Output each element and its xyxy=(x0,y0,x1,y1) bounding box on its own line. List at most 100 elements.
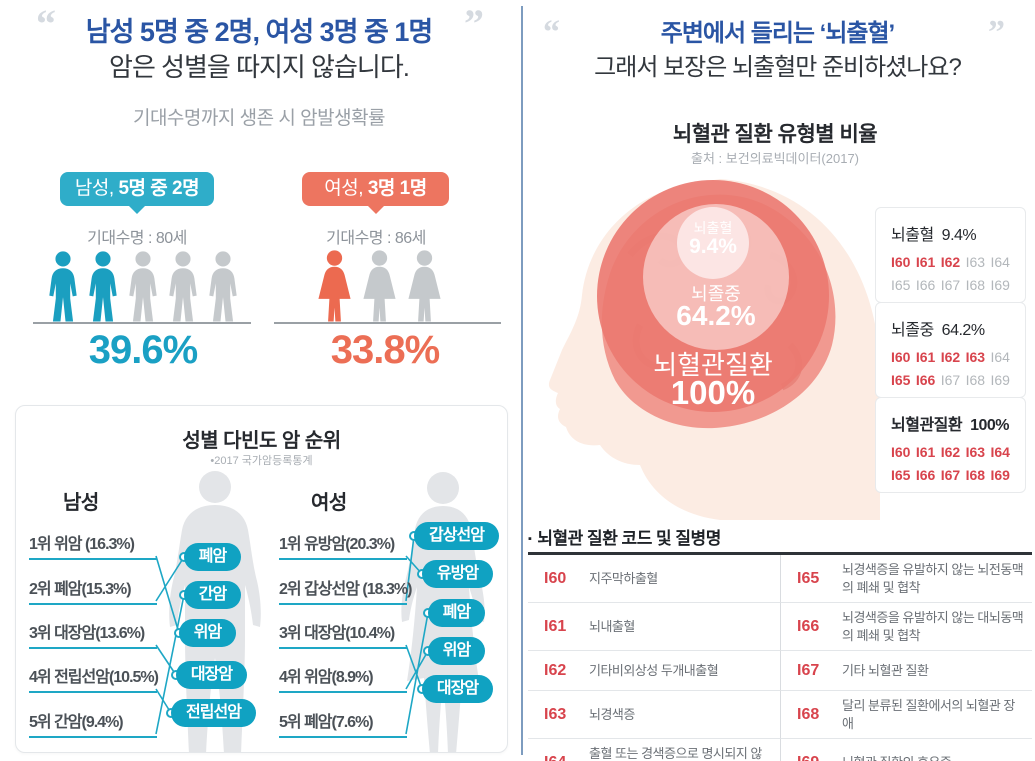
card-title: 성별 다빈도 암 순위 xyxy=(182,430,341,452)
man-icon xyxy=(44,251,82,323)
code-table-heading: ▪ 뇌혈관 질환 코드 및 질병명 xyxy=(528,529,721,548)
disease-code: I69 xyxy=(990,467,1010,483)
codebox-name: 뇌출혈 xyxy=(891,227,934,244)
cancer-rank-card: 성별 다빈도 암 순위 •2017 국가암등록통계 남성 여성 xyxy=(15,405,508,753)
close-quote-icon: ” xyxy=(464,1,484,46)
disease-code: I66 xyxy=(915,372,936,388)
male-cancer-pill: 간암 xyxy=(184,581,241,609)
male-life-expectancy: 기대수명 : 80세 xyxy=(87,230,187,247)
man-icon xyxy=(204,251,242,323)
disease-code: I65 xyxy=(891,277,911,293)
head-brain-illustration xyxy=(548,179,880,520)
male-badge-prefix: 남성, xyxy=(74,178,114,199)
disease-code: I66 xyxy=(915,277,936,293)
square-bullet-icon: ▪ xyxy=(528,533,532,545)
circle-value-hemorrhage: 9.4% xyxy=(689,235,737,258)
female-badge-prefix: 여성, xyxy=(324,178,364,199)
panel-divider xyxy=(521,6,523,755)
table-row: I62 기타비외상성 두개내출혈 xyxy=(528,650,780,690)
disease-code: I65 xyxy=(891,467,911,483)
male-badge-value: 5명 중 2명 xyxy=(118,178,200,199)
female-life-expectancy: 기대수명 : 86세 xyxy=(326,230,426,247)
table-row: I67 기타 뇌혈관 질환 xyxy=(780,650,1032,691)
male-cancer-pill: 대장암 xyxy=(176,661,247,689)
man-icon xyxy=(124,251,162,323)
disease-code: I69 xyxy=(990,372,1010,388)
disease-code: I64 xyxy=(990,254,1010,270)
brain-chart-title: 뇌혈관 질환 유형별 비율 xyxy=(672,123,878,146)
disease-code: I60 xyxy=(891,254,911,270)
female-cancer-pill: 위암 xyxy=(428,637,485,665)
man-icon xyxy=(84,251,122,323)
male-baseline xyxy=(33,322,251,324)
male-cancer-pill: 폐암 xyxy=(184,543,241,571)
right-headline: 주변에서 들리는 ‘뇌출혈’ xyxy=(660,20,895,47)
open-quote-icon: “ xyxy=(36,1,56,46)
disease-code: I61 xyxy=(915,349,936,365)
female-cancer-pill: 대장암 xyxy=(422,675,493,703)
disease-code: I67 xyxy=(940,372,961,388)
female-rank-item: 4위 위암(8.9%) xyxy=(279,663,407,693)
disease-code: I68 xyxy=(965,277,986,293)
woman-icon xyxy=(314,250,355,323)
codebox-pct: 64.2% xyxy=(941,322,985,339)
male-percent: 39.6% xyxy=(88,328,198,372)
male-cancer-pill: 전립선암 xyxy=(171,699,256,727)
female-cancer-pill: 갑상선암 xyxy=(414,522,499,550)
disease-code: I69 xyxy=(990,277,1010,293)
male-rank-item: 2위 폐암(15.3%) xyxy=(29,575,157,605)
disease-code: I63 xyxy=(965,254,986,270)
disease-code: I61 xyxy=(915,254,936,270)
disease-code: I64 xyxy=(990,349,1010,365)
circle-label-cerebrovascular: 뇌혈관질환 xyxy=(653,350,773,380)
table-row: I63 뇌경색증 xyxy=(528,690,780,738)
brain-chart-source: 출처 : 보건의료빅데이터(2017) xyxy=(690,151,859,166)
woman-icon xyxy=(404,250,445,323)
disease-code: I60 xyxy=(891,444,911,460)
table-row: I65 뇌경색증을 유발하지 않는 뇌전동맥의 폐쇄 및 협착 xyxy=(780,555,1032,603)
open-quote-icon: “ xyxy=(543,14,560,51)
disease-code: I63 xyxy=(965,444,986,460)
male-rank-item: 1위 위암 (16.3%) xyxy=(29,530,157,560)
codebox-cerebrovascular: 뇌혈관질환 100% I60 I61 I62 I63 I64 I65 I66 I6… xyxy=(875,397,1026,493)
male-rank-item: 4위 전립선암(10.5%) xyxy=(29,663,159,693)
disease-code: I64 xyxy=(990,444,1010,460)
disease-code: I67 xyxy=(940,467,961,483)
circle-value-stroke: 64.2% xyxy=(676,300,756,331)
male-rank-item: 3위 대장암(13.6%) xyxy=(29,619,157,649)
card-source: •2017 국가암등록통계 xyxy=(210,455,313,467)
disease-code: I62 xyxy=(940,444,961,460)
disease-code: I60 xyxy=(891,349,911,365)
disease-code: I62 xyxy=(940,349,961,365)
disease-code: I68 xyxy=(965,467,986,483)
male-column-label: 남성 xyxy=(63,492,99,514)
codebox-name: 뇌혈관질환 xyxy=(891,417,963,434)
left-headline: 남성 5명 중 2명, 여성 3명 중 1명 xyxy=(85,17,433,47)
female-column-label: 여성 xyxy=(311,492,347,514)
female-rank-item: 2위 갑상선암 (18.3%) xyxy=(279,575,412,605)
male-ratio-badge: 남성, 5명 중 2명 xyxy=(60,172,214,206)
disease-code: I63 xyxy=(965,349,986,365)
female-cancer-pill: 폐암 xyxy=(428,599,485,627)
right-subheadline: 그래서 보장은 뇌출혈만 준비하셨나요? xyxy=(594,54,962,81)
left-caption: 기대수명까지 생존 시 암발생확률 xyxy=(132,108,386,129)
close-quote-icon: ” xyxy=(988,14,1005,51)
female-badge-value: 3명 1명 xyxy=(367,178,427,199)
disease-code: I68 xyxy=(965,372,986,388)
disease-code: I66 xyxy=(915,467,936,483)
disease-code: I61 xyxy=(915,444,936,460)
table-row: I61 뇌내출혈 xyxy=(528,602,780,650)
female-rank-item: 1위 유방암(20.3%) xyxy=(279,530,407,560)
male-cancer-pill: 위암 xyxy=(179,619,236,647)
codebox-name: 뇌졸중 xyxy=(891,322,934,339)
female-cancer-pill: 유방암 xyxy=(422,560,493,588)
female-percent: 33.8% xyxy=(330,328,440,372)
female-rank-item: 5위 폐암(7.6%) xyxy=(279,708,407,738)
table-row: I64출혈 또는 경색증으로 명시되지 않는 뇌졸중 xyxy=(528,738,780,761)
disease-code: I65 xyxy=(891,372,911,388)
circle-label-stroke: 뇌졸중 xyxy=(691,284,741,304)
disease-code: I67 xyxy=(940,277,961,293)
circle-label-hemorrhage: 뇌출혈 xyxy=(693,220,733,236)
